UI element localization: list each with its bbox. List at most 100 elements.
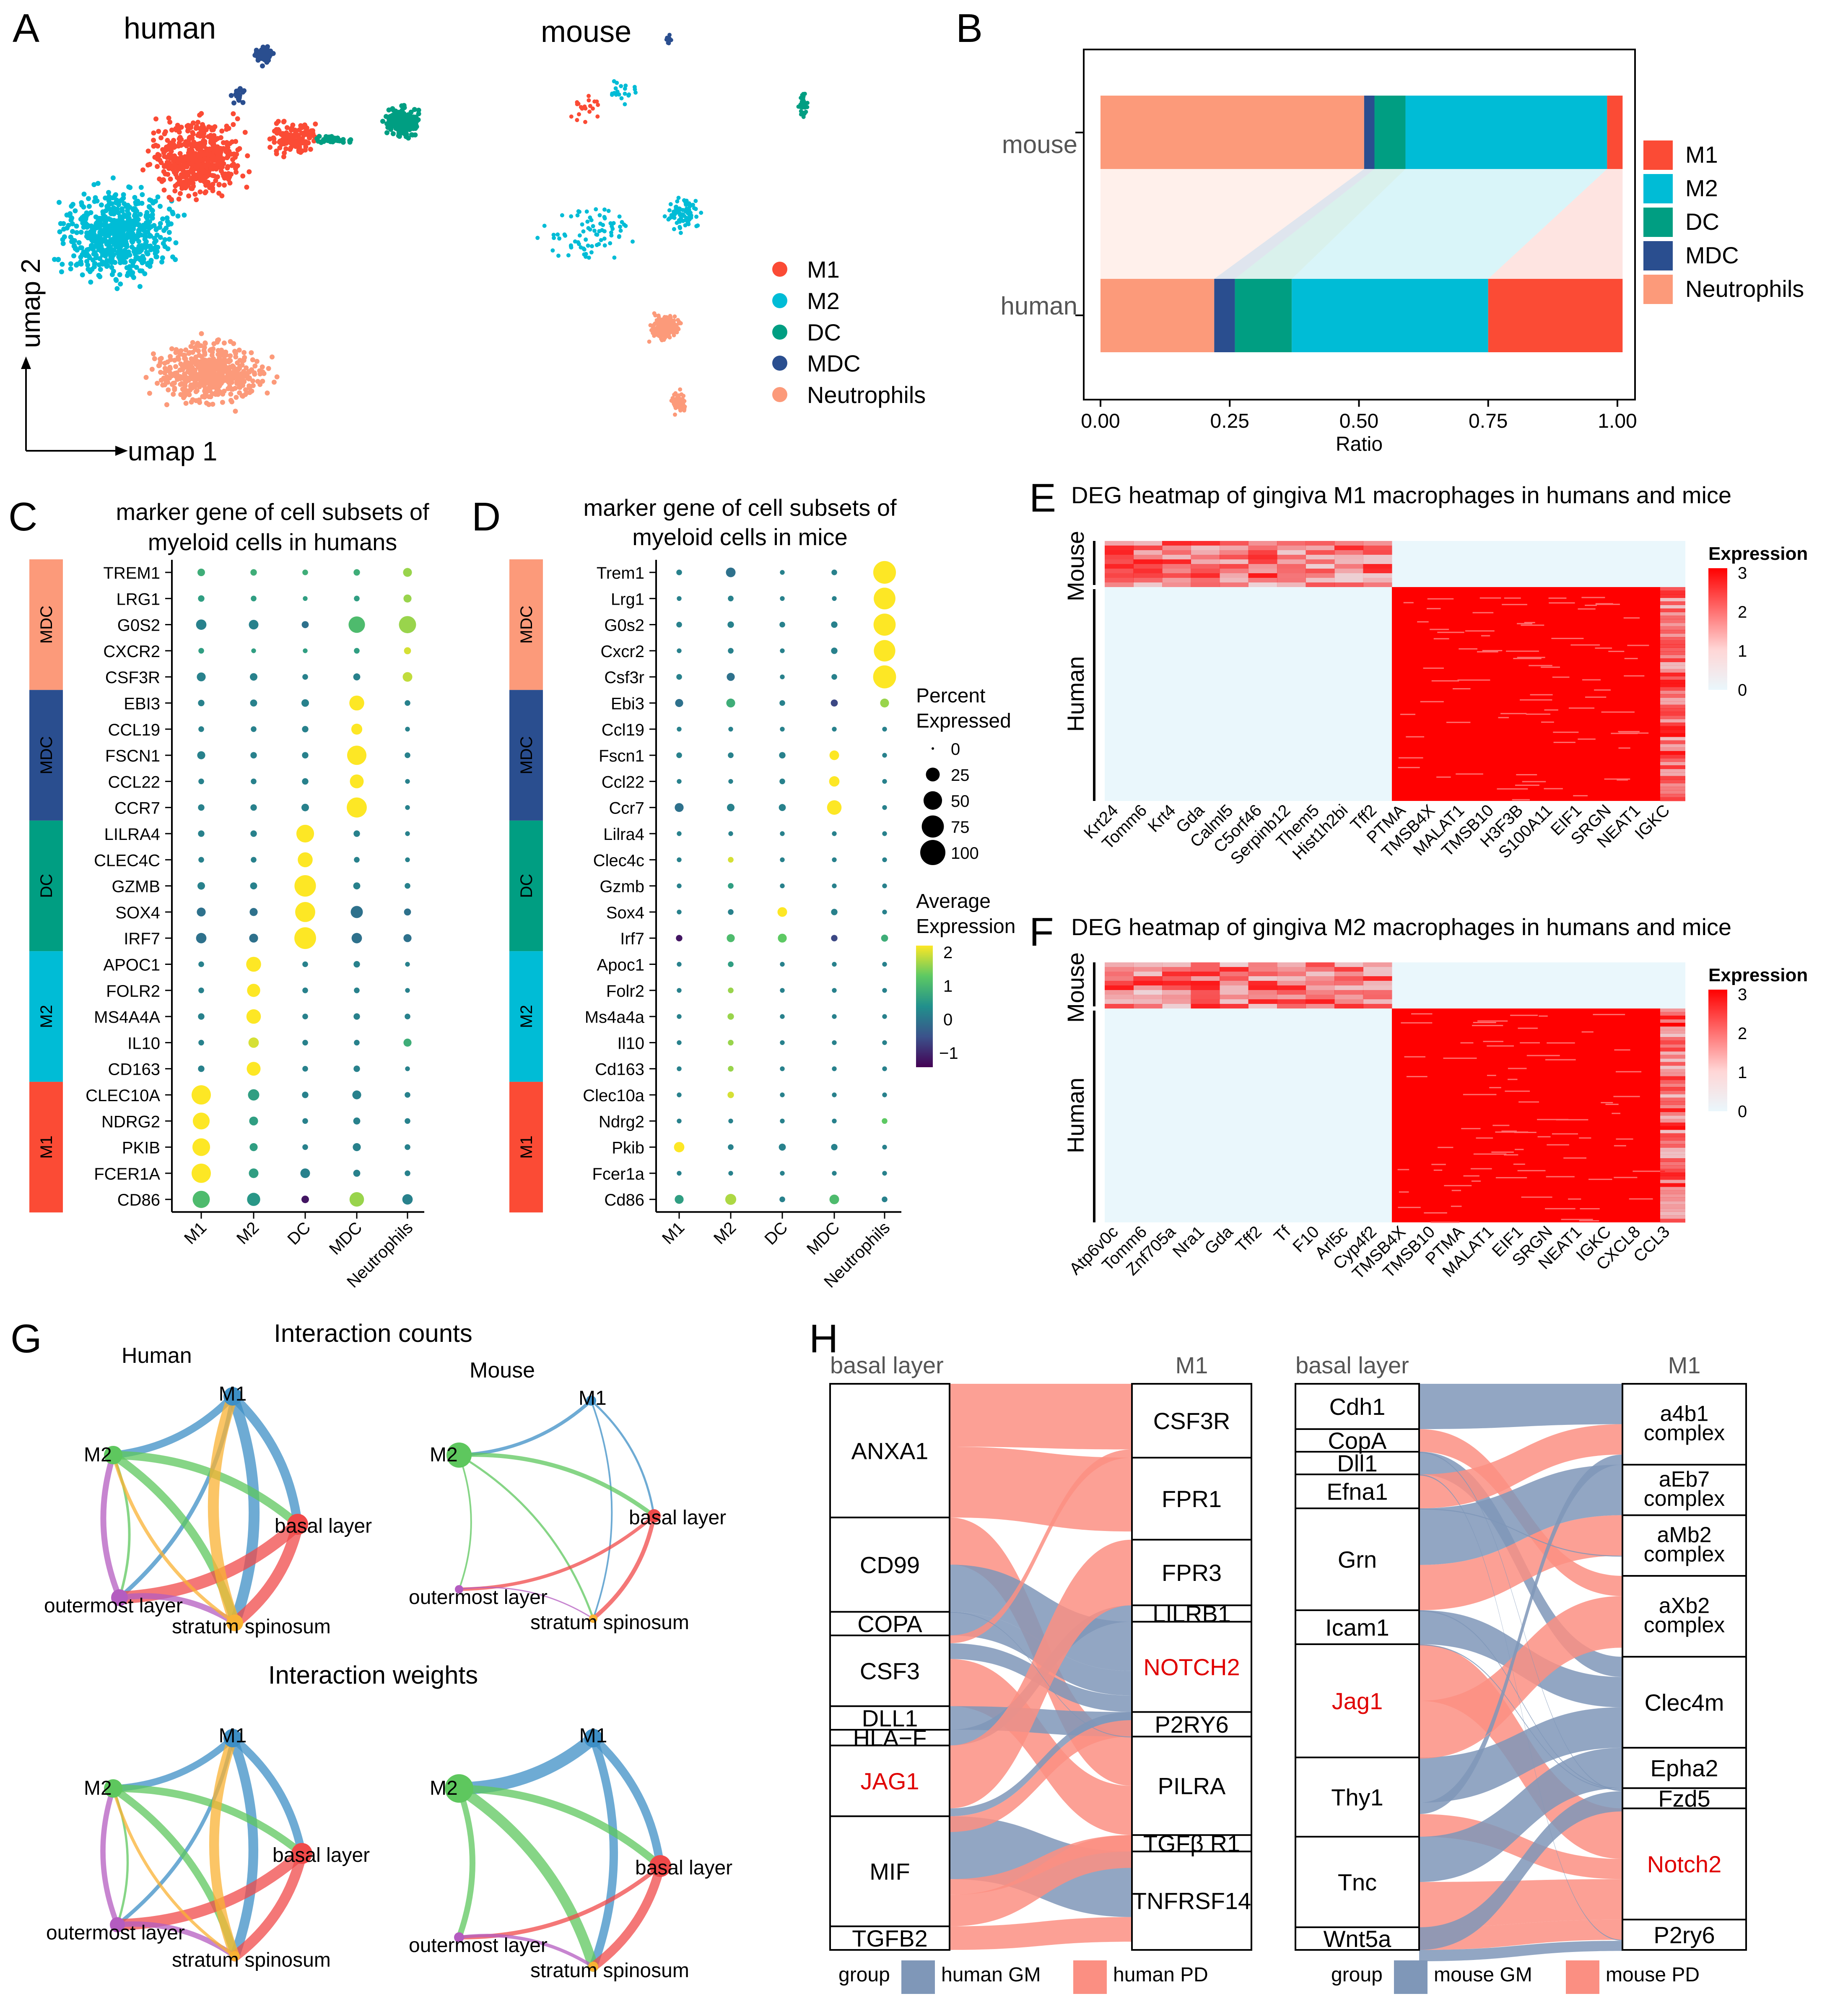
- gene-label: Clec4c: [593, 851, 644, 870]
- cell-m2: [52, 257, 57, 262]
- heat-cell-edge: [1660, 1204, 1685, 1209]
- heat-texture: [1594, 689, 1611, 691]
- cell-m2: [117, 272, 122, 277]
- cell-m1: [304, 139, 309, 145]
- heat-block-human: [1392, 587, 1660, 801]
- dot-neutrophils: [404, 647, 411, 655]
- network-node: [455, 1585, 463, 1593]
- cell-m2: [103, 227, 109, 232]
- cell-m2: [124, 250, 129, 255]
- ratio-x-label: Ratio: [1336, 433, 1383, 455]
- cell-m2: [68, 261, 73, 267]
- dot-dc: [780, 883, 785, 889]
- cell-neutrophil: [162, 370, 167, 376]
- cell-m1: [168, 177, 173, 182]
- cell-neutrophil: [656, 324, 660, 329]
- heat-texture: [1431, 1164, 1446, 1165]
- heat-cell-mouse: [1248, 976, 1277, 981]
- cell-m2: [693, 199, 698, 203]
- panel-label-c: C: [8, 494, 37, 539]
- heat-cell-mouse: [1191, 985, 1220, 990]
- cell-m1: [569, 114, 574, 119]
- heat-texture: [1504, 1154, 1518, 1156]
- cell-dc: [395, 122, 400, 127]
- cell-m1: [267, 145, 273, 150]
- heat-cell-mouse: [1248, 564, 1277, 569]
- gene-label: Ms4a4a: [585, 1008, 645, 1027]
- heat-cell-mouse: [1162, 1004, 1191, 1008]
- cell-dc: [399, 127, 404, 132]
- cell-dc: [799, 102, 804, 107]
- dot-neutrophils: [882, 883, 887, 889]
- ratio-bar-mouse-dc: [1374, 96, 1406, 169]
- heat-cell-edge: [1660, 1012, 1685, 1016]
- heat-cell-edge: [1660, 644, 1685, 648]
- cell-m1: [153, 116, 158, 122]
- heat-cell-mouse: [1334, 564, 1363, 569]
- ratio-ribbon-neutrophils: [1100, 169, 1364, 279]
- heat-cell-edge: [1660, 658, 1685, 662]
- heat-texture: [1427, 598, 1454, 600]
- panel-label-h: H: [809, 1316, 838, 1361]
- heat-cell-mouse: [1363, 555, 1392, 559]
- umap-x-label: umap 1: [128, 436, 217, 466]
- sankey-receptor: FPR1: [1162, 1486, 1222, 1512]
- heat-texture: [1595, 603, 1613, 605]
- sankey-link: [1419, 1610, 1622, 1789]
- sankey-receptor: P2RY6: [1155, 1711, 1228, 1738]
- heat-cell-edge: [1660, 623, 1685, 626]
- cell-neutrophil: [210, 385, 215, 390]
- cell-m2: [104, 258, 110, 263]
- cell-m2: [139, 200, 145, 206]
- umap-y-arrow-icon: [21, 356, 31, 369]
- heat-texture: [1570, 644, 1600, 646]
- cell-m1: [592, 99, 597, 104]
- sankey-receptor: aXb2: [1659, 1593, 1710, 1618]
- dot-mdc: [354, 988, 360, 993]
- cell-m2: [137, 249, 143, 255]
- cell-neutrophil: [681, 404, 686, 409]
- cell-neutrophil: [213, 392, 218, 397]
- cell-m1: [188, 123, 194, 129]
- sankey-human: ANXA1CD99COPACSF3DLL1HLA−FJAG1MIFTGFB2CS…: [829, 1352, 1252, 1994]
- dot-m2: [251, 726, 257, 732]
- gene-label: G0s2: [604, 616, 644, 635]
- dot-m2: [728, 595, 734, 602]
- heat-texture: [1541, 666, 1560, 668]
- heat-cell-mouse: [1133, 564, 1163, 569]
- sankey-legend-gm-swatch: [901, 1960, 935, 1994]
- heat-cell-edge: [1660, 1115, 1685, 1119]
- cell-m2: [147, 234, 152, 239]
- ratio-legend-m2: M2: [1685, 175, 1718, 201]
- cell-m2: [116, 202, 122, 208]
- ratio-legend-swatch-mdc: [1643, 241, 1673, 270]
- dot-mdc: [353, 1170, 361, 1177]
- cell-m2: [148, 247, 153, 252]
- cell-m2: [60, 241, 66, 246]
- network-node: [446, 1443, 472, 1468]
- cell-dc: [328, 139, 333, 144]
- heat-cell-edge: [1660, 747, 1685, 751]
- heat-texture: [1553, 741, 1575, 743]
- sankey-link: [1419, 1454, 1622, 1814]
- heat-texture: [1629, 1198, 1653, 1200]
- dot-dc: [301, 699, 309, 707]
- network-node: [291, 1843, 312, 1864]
- heat-cell-edge: [1660, 1105, 1685, 1109]
- sankey-receptor: FPR3: [1162, 1560, 1222, 1586]
- cell-mdc: [228, 93, 234, 98]
- cell-m2: [587, 255, 591, 260]
- heat-texture: [1453, 688, 1471, 689]
- dot-m1: [198, 857, 204, 863]
- dot-mdc: [349, 695, 364, 711]
- umap-human-title: human: [124, 12, 216, 45]
- heat-texture: [1522, 781, 1546, 782]
- sankey-receptor: complex: [1644, 1487, 1725, 1511]
- heat-cell-mouse: [1133, 972, 1163, 976]
- heat-cell-mouse: [1363, 573, 1392, 578]
- heat-cell-mouse: [1277, 967, 1306, 972]
- heat-cell-mouse: [1334, 546, 1363, 550]
- cell-m2: [617, 234, 621, 239]
- cell-neutrophil: [249, 388, 254, 394]
- ratio-bar-human-dc: [1235, 279, 1292, 352]
